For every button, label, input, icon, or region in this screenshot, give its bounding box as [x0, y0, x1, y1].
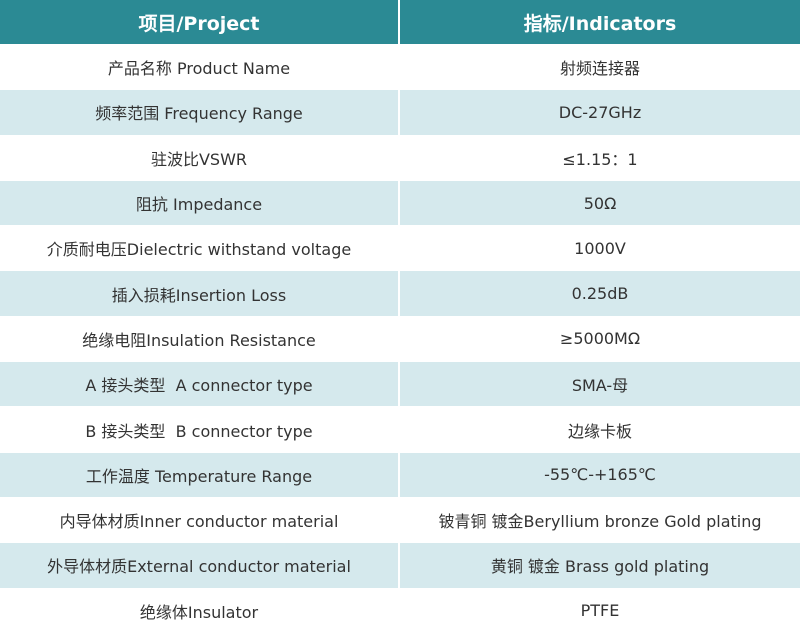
table-cell: 阻抗 Impedance: [0, 180, 400, 227]
table-cell: 频率范围 Frequency Range: [0, 90, 400, 136]
table-cell: ≥5000MΩ: [400, 317, 800, 363]
table-cell: 绝缘体Insulator: [0, 588, 400, 634]
table-cell: 介质耐电压Dielectric withstand voltage: [0, 226, 400, 272]
table-cell: B 接头类型 B connector type: [0, 407, 400, 453]
table-cell: 0.25dB: [400, 271, 800, 317]
table-cell: 工作温度 Temperature Range: [0, 452, 400, 498]
table-cell: 绝缘电阻Insulation Resistance: [0, 316, 400, 363]
table-cell: 边缘卡板: [400, 407, 800, 453]
table-cell: 产品名称 Product Name: [0, 45, 400, 91]
table-cell: 1000V: [400, 226, 800, 272]
table-cell: 铍青铜 镀金Beryllium bronze Gold plating: [400, 498, 800, 544]
table-cell: 驻波比VSWR: [0, 135, 400, 181]
table-cell: 项目/Project: [0, 0, 400, 45]
table-cell: SMA-母: [400, 362, 800, 408]
table-cell: DC-27GHz: [400, 90, 800, 136]
table-cell: 黄铜 镀金 Brass gold plating: [400, 543, 800, 589]
table-cell: 内导体材质Inner conductor material: [0, 497, 400, 544]
table-cell: 指标/Indicators: [400, 0, 800, 45]
table-cell: 外导体材质External conductor material: [0, 543, 400, 589]
table-cell: ≤1.15：1: [400, 136, 800, 181]
table-cell: PTFE: [400, 589, 800, 634]
table-cell: A 接头类型 A connector type: [0, 362, 400, 408]
table-cell: -55℃-+165℃: [400, 452, 800, 498]
table-cell: 射频连接器: [400, 45, 800, 91]
table-cell: 50Ω: [400, 180, 800, 227]
table-cell: 插入损耗Insertion Loss: [0, 271, 400, 317]
